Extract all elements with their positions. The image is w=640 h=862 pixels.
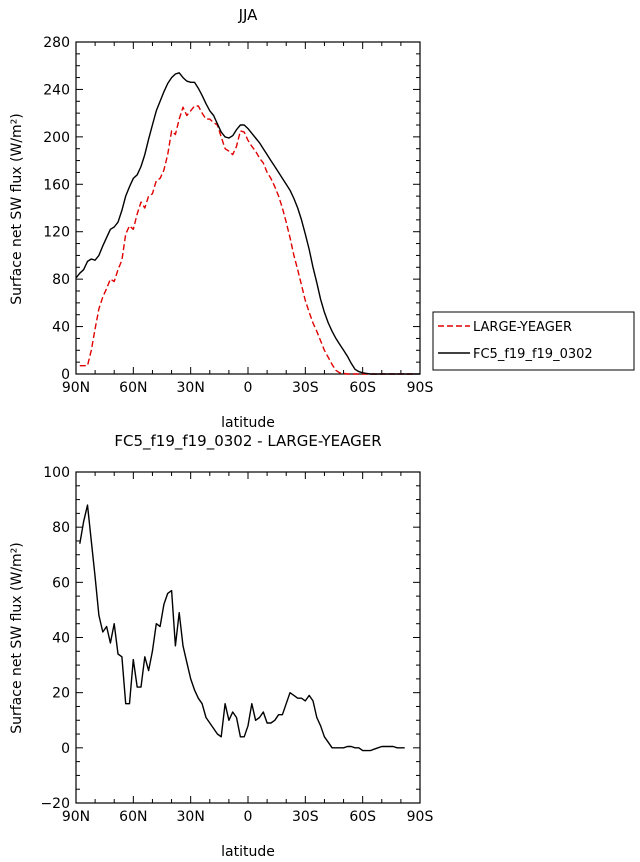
bottom-ytick-label: −20 <box>40 796 70 812</box>
bottom-ytick-label: 0 <box>61 741 70 757</box>
top-xtick-label: 30N <box>177 380 205 396</box>
bottom-xlabel: latitude <box>221 844 275 860</box>
top-plot-area: 90N 60N 30N 0 30S 60S 90S 0 40 80 120 160 200 240 280 <box>43 35 433 396</box>
top-ytick-label: 200 <box>43 130 70 146</box>
bottom-xtick-label: 90S <box>407 809 434 825</box>
bottom-xtick-label: 90N <box>62 809 90 825</box>
top-frame <box>75 41 421 375</box>
legend-label-large-yeager: LARGE-YEAGER <box>473 320 572 335</box>
bottom-xtick-label: 0 <box>244 809 253 825</box>
bottom-xtick-label: 30N <box>177 809 205 825</box>
top-panel: JJA 90N 60N 30N 0 30S 60S 90S 0 40 80 120 160 200 240… <box>9 6 635 431</box>
top-xtick-label: 60S <box>349 380 376 396</box>
top-xtick-label: 30S <box>292 380 319 396</box>
top-series-large-yeager-line <box>79 105 417 375</box>
top-xtick-label: 60N <box>119 380 147 396</box>
legend: LARGE-YEAGER FC5_f19_f19_0302 <box>432 311 635 371</box>
bottom-ytick-label: 100 <box>43 465 70 481</box>
bottom-xtick-label: 30S <box>292 809 319 825</box>
bottom-ytick-label: 20 <box>52 686 70 702</box>
top-xtick-label: 90S <box>407 380 434 396</box>
bottom-title: FC5_f19_f19_0302 - LARGE-YEAGER <box>114 432 381 451</box>
top-series-fc5-f19-f19-0302-line <box>75 72 420 375</box>
top-ylabel: Surface net SW flux (W/m²) <box>9 113 25 305</box>
top-xtick-label: 0 <box>244 380 253 396</box>
top-ytick-label: 80 <box>52 272 70 288</box>
top-ytick-label: 0 <box>61 367 70 383</box>
top-ytick-label: 160 <box>43 177 70 193</box>
legend-box <box>432 311 635 371</box>
bottom-ytick-label: 60 <box>52 575 70 591</box>
bottom-panel: FC5_f19_f19_0302 - LARGE-YEAGER 90N 60N 30… <box>9 432 433 860</box>
bottom-ytick-label: 80 <box>52 520 70 536</box>
top-title: JJA <box>238 6 259 24</box>
bottom-ylabel: Surface net SW flux (W/m²) <box>9 542 25 734</box>
top-xtick-label: 90N <box>62 380 90 396</box>
top-ytick-label: 240 <box>43 82 70 98</box>
top-ytick-label: 280 <box>43 35 70 51</box>
legend-label-fc5: FC5_f19_f19_0302 <box>473 347 593 362</box>
bottom-xtick-label: 60N <box>119 809 147 825</box>
bottom-plot-area: 90N 60N 30N 0 30S 60S 90S −20 0 20 40 60 80 100 <box>40 465 433 825</box>
bottom-frame <box>75 471 421 804</box>
top-ytick-label: 40 <box>52 320 70 336</box>
top-ytick-label: 120 <box>43 225 70 241</box>
top-xlabel: latitude <box>221 415 275 431</box>
bottom-xtick-label: 60S <box>349 809 376 825</box>
bottom-ytick-label: 40 <box>52 631 70 647</box>
bottom-series-difference-line <box>79 504 405 752</box>
